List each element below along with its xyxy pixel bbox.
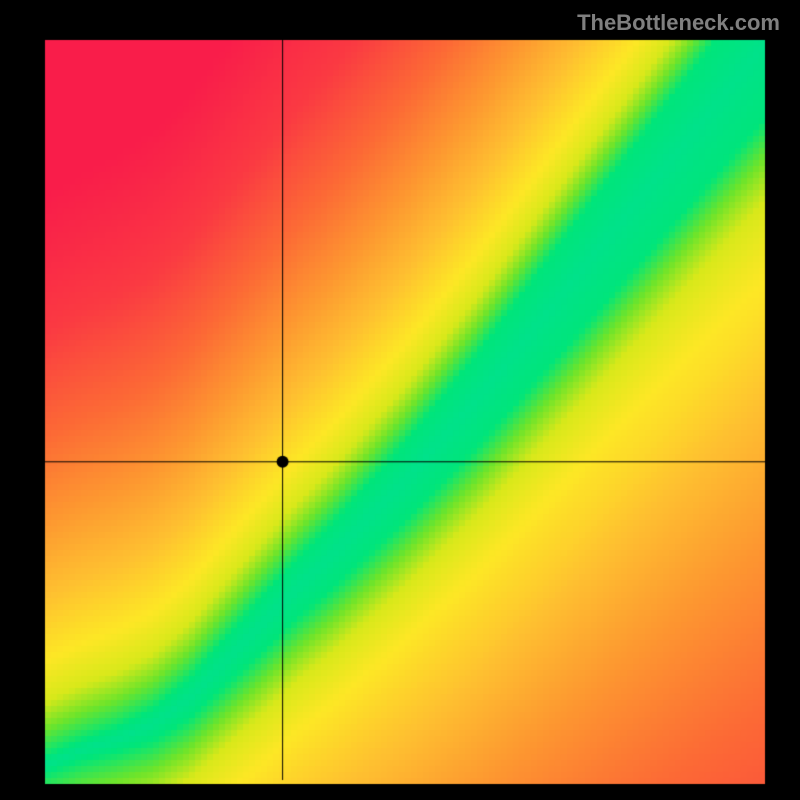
- watermark-text: TheBottleneck.com: [577, 10, 780, 36]
- chart-container: TheBottleneck.com: [0, 0, 800, 800]
- bottleneck-heatmap: [0, 0, 800, 800]
